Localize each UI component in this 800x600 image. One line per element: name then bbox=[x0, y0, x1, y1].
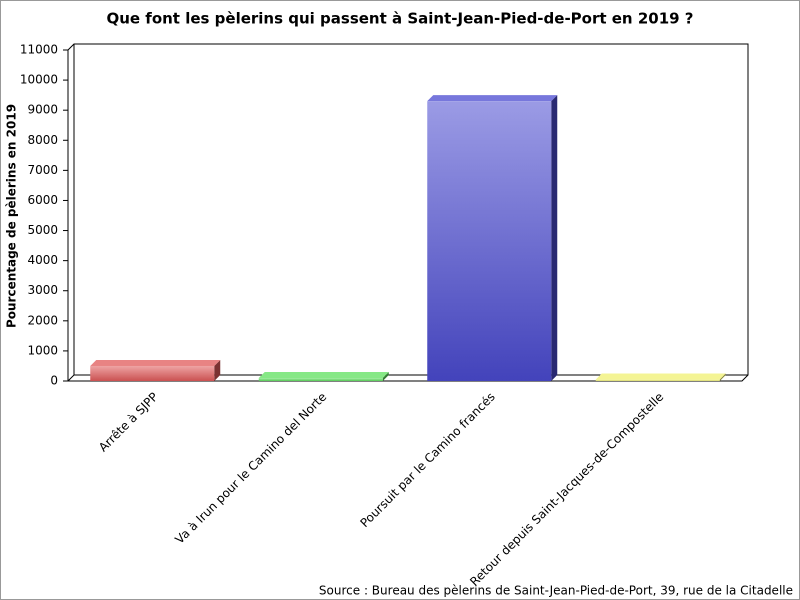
bar-top bbox=[595, 373, 726, 380]
bar-side bbox=[551, 95, 558, 382]
axes-box bbox=[67, 43, 749, 382]
x-tick-label: Retour depuis Saint-Jacques-de-Compostel… bbox=[467, 390, 666, 589]
bar-side bbox=[719, 373, 726, 381]
x-tick-label: Poursuit par le Camino francés bbox=[357, 390, 497, 530]
chart-title: Que font les pèlerins qui passent à Sain… bbox=[106, 10, 693, 28]
y-tick-label: 0 bbox=[50, 374, 58, 388]
wall-outline bbox=[67, 43, 749, 382]
y-tick-label: 3000 bbox=[27, 283, 58, 297]
y-tick-label: 1000 bbox=[27, 343, 58, 357]
source: Source : Bureau des pèlerins de Saint-Je… bbox=[319, 584, 793, 598]
y-tick-label: 11000 bbox=[20, 43, 58, 57]
bar-side bbox=[214, 359, 221, 381]
y-tick-label: 6000 bbox=[27, 193, 58, 207]
x-tick-label: Arrête à SJPP bbox=[96, 390, 161, 455]
y-tick-label: 7000 bbox=[27, 163, 58, 177]
bar bbox=[90, 365, 215, 381]
y-tick-label: 5000 bbox=[27, 223, 58, 237]
x-tick-label: Va à Irun pour le Camino del Norte bbox=[172, 390, 329, 547]
y-tick-label: 9000 bbox=[27, 103, 58, 117]
bar bbox=[595, 379, 720, 381]
y-tick-label: 10000 bbox=[20, 73, 58, 87]
bar-top bbox=[258, 371, 389, 378]
y-tick-label: 2000 bbox=[27, 313, 58, 327]
y-axis-label: Pourcentage de pèlerins en 2019 bbox=[5, 104, 19, 328]
y-tick-label: 8000 bbox=[27, 133, 58, 147]
bar bbox=[427, 101, 552, 382]
bar-top bbox=[427, 95, 558, 102]
bar bbox=[258, 377, 383, 381]
bar-side bbox=[382, 371, 389, 381]
floor-corner bbox=[67, 374, 75, 382]
y-tick-label: 4000 bbox=[27, 253, 58, 267]
bar-top bbox=[90, 359, 221, 366]
